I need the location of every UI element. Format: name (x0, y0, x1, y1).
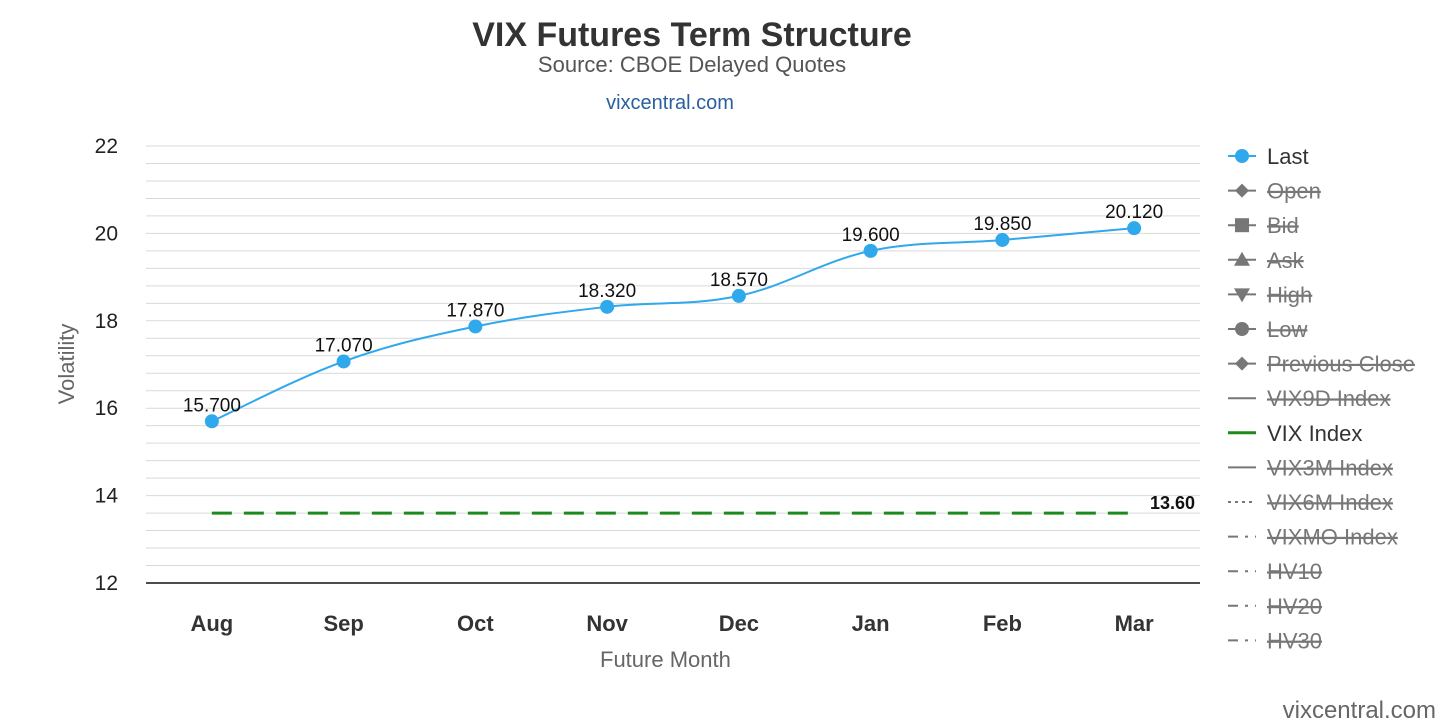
last-point[interactable] (468, 319, 483, 334)
grid-lines (146, 145, 1200, 584)
last-data-label: 17.070 (315, 335, 373, 356)
legend-item[interactable]: VIX Index (1228, 421, 1362, 446)
legend: Last Open Bid Ask High Low Previous Close VIX9D… (1228, 144, 1415, 653)
last-point[interactable] (336, 354, 351, 369)
legend-label: Ask (1267, 248, 1305, 273)
legend-item[interactable]: Ask (1228, 248, 1305, 273)
x-tick-label: Sep (323, 611, 363, 636)
last-point[interactable] (731, 288, 746, 303)
series-vix-index[interactable]: 13.60 (211, 493, 1195, 515)
y-tick-label: 22 (95, 135, 118, 158)
source-link[interactable]: vixcentral.com (606, 92, 734, 114)
x-axis-ticks: Aug Sep Oct Nov Dec Jan Feb Mar (190, 611, 1154, 636)
legend-circle-icon (1235, 149, 1249, 163)
last-point[interactable] (1127, 221, 1142, 236)
legend-item[interactable]: VIX9D Index (1228, 386, 1391, 411)
legend-item[interactable]: Previous Close (1228, 352, 1415, 377)
x-tick-label: Jan (852, 611, 890, 636)
x-tick-label: Feb (983, 611, 1022, 636)
legend-item[interactable]: HV30 (1228, 628, 1322, 653)
x-tick-label: Nov (586, 611, 628, 636)
legend-item[interactable]: VIX6M Index (1228, 490, 1393, 515)
legend-item[interactable]: High (1228, 282, 1312, 307)
legend-triangle-down-icon (1234, 288, 1250, 303)
last-data-label: 18.320 (578, 281, 636, 302)
legend-item[interactable]: VIXMO Index (1228, 525, 1398, 550)
legend-label: High (1267, 282, 1312, 307)
legend-item[interactable]: Last (1228, 144, 1309, 169)
y-tick-label: 16 (95, 397, 118, 420)
watermark: vixcentral.com (1283, 697, 1436, 724)
legend-label: VIX6M Index (1267, 490, 1393, 515)
legend-label: HV10 (1267, 559, 1322, 584)
legend-item[interactable]: VIX3M Index (1228, 455, 1393, 480)
y-axis-label: Volatility (54, 324, 79, 405)
legend-item[interactable]: Bid (1228, 213, 1299, 238)
legend-label: Low (1267, 317, 1307, 342)
series-last[interactable]: 15.700 17.070 17.870 18.320 18.570 19.600 19.8… (183, 202, 1163, 429)
legend-item[interactable]: Low (1228, 317, 1307, 342)
legend-item[interactable]: Open (1228, 179, 1321, 204)
x-tick-label: Mar (1115, 611, 1155, 636)
legend-label: Bid (1267, 213, 1299, 238)
legend-diamond-icon (1235, 183, 1249, 198)
legend-item[interactable]: HV20 (1228, 594, 1322, 619)
x-tick-label: Oct (457, 611, 494, 636)
x-tick-label: Dec (719, 611, 759, 636)
y-tick-label: 12 (95, 572, 118, 595)
last-data-label: 20.120 (1105, 202, 1163, 223)
vix-index-end-label: 13.60 (1150, 493, 1195, 513)
last-point[interactable] (204, 414, 219, 429)
last-data-label: 15.700 (183, 395, 241, 416)
legend-label: Previous Close (1267, 352, 1415, 377)
legend-square-icon (1235, 218, 1249, 233)
y-tick-label: 20 (95, 222, 118, 245)
x-tick-label: Aug (190, 611, 233, 636)
legend-label: VIX Index (1267, 421, 1362, 446)
last-point[interactable] (995, 232, 1010, 247)
legend-label: VIX3M Index (1267, 455, 1393, 480)
y-tick-label: 14 (95, 485, 119, 508)
legend-label: HV20 (1267, 594, 1322, 619)
last-series-line[interactable] (211, 227, 1135, 423)
legend-label: Open (1267, 179, 1321, 204)
chart-subtitle: Source: CBOE Delayed Quotes (538, 52, 846, 77)
legend-diamond-icon (1235, 356, 1249, 371)
last-point[interactable] (600, 299, 615, 314)
legend-label: HV30 (1267, 628, 1322, 653)
last-data-label: 19.600 (842, 225, 900, 246)
last-data-label: 17.870 (446, 300, 504, 321)
chart-title: VIX Futures Term Structure (472, 16, 912, 54)
last-data-label: 19.850 (973, 214, 1031, 235)
y-axis-ticks: 12 14 16 18 20 22 (95, 135, 119, 595)
x-axis-label: Future Month (600, 647, 731, 672)
legend-triangle-up-icon (1234, 251, 1250, 266)
legend-label: VIX9D Index (1267, 386, 1391, 411)
legend-circle-icon (1235, 322, 1249, 336)
y-tick-label: 18 (95, 310, 118, 333)
last-point[interactable] (863, 243, 878, 258)
last-data-label: 18.570 (710, 270, 768, 291)
legend-item[interactable]: HV10 (1228, 559, 1322, 584)
legend-label: Last (1267, 144, 1309, 169)
legend-label: VIXMO Index (1267, 525, 1398, 550)
